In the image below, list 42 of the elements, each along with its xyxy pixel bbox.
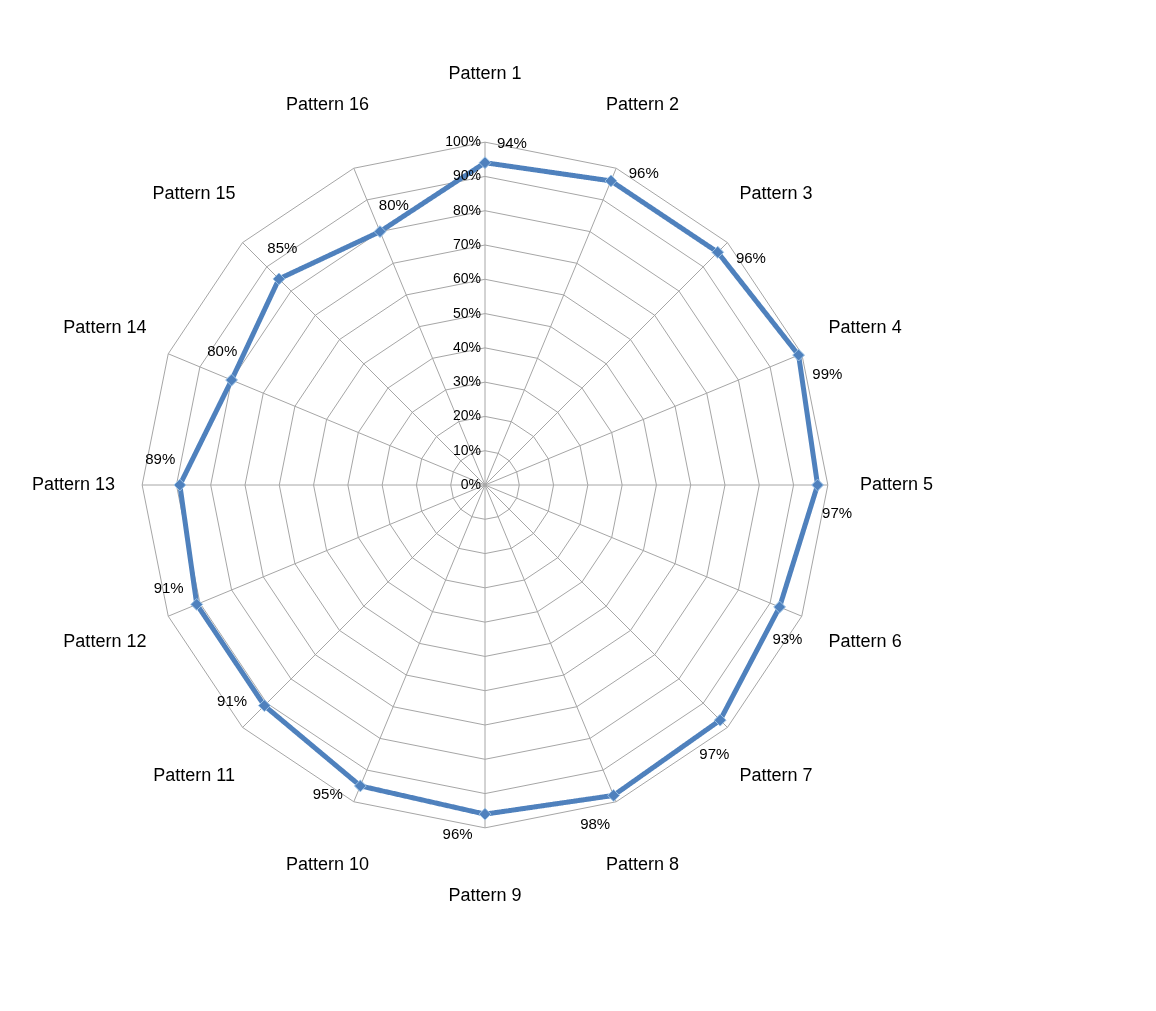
y-tick-label: 70% bbox=[452, 236, 481, 252]
data-label: 97% bbox=[699, 744, 730, 762]
y-tick-label: 60% bbox=[452, 270, 481, 287]
data-label: 94% bbox=[496, 134, 527, 152]
spoke-label: Pattern 5 bbox=[859, 474, 933, 494]
spoke-label: Pattern 12 bbox=[63, 631, 147, 652]
spoke-label: Pattern 16 bbox=[286, 93, 370, 114]
data-label: 80% bbox=[207, 342, 238, 360]
data-label: 96% bbox=[442, 824, 473, 842]
data-label: 99% bbox=[812, 364, 843, 382]
data-label: 98% bbox=[580, 815, 611, 833]
y-tick-label: 40% bbox=[452, 338, 481, 355]
spoke-label: Pattern 4 bbox=[828, 316, 902, 337]
data-label: 91% bbox=[153, 578, 184, 596]
spoke-label: Pattern 11 bbox=[153, 764, 235, 785]
y-tick-label: 10% bbox=[452, 441, 481, 458]
spoke-label: Pattern 1 bbox=[448, 62, 522, 83]
spoke-label: Pattern 7 bbox=[739, 764, 813, 785]
spoke-label: Pattern 8 bbox=[605, 854, 679, 875]
data-label: 93% bbox=[772, 630, 803, 648]
data-label: 80% bbox=[378, 195, 409, 213]
y-tick-label: 30% bbox=[452, 373, 481, 390]
spoke-label: Pattern 2 bbox=[605, 93, 679, 114]
data-label: 89% bbox=[145, 450, 176, 468]
y-tick-label: 0% bbox=[460, 476, 481, 492]
data-label: 91% bbox=[217, 691, 248, 709]
spoke-label: Pattern 10 bbox=[286, 854, 370, 875]
spoke-label: Pattern 13 bbox=[32, 474, 116, 494]
y-tick-label: 80% bbox=[452, 201, 481, 218]
spoke-label: Pattern 9 bbox=[448, 885, 522, 906]
y-tick-label: 100% bbox=[445, 133, 481, 150]
data-label: 96% bbox=[628, 164, 659, 182]
y-tick-label: 20% bbox=[452, 407, 481, 424]
y-tick-label: 50% bbox=[452, 304, 481, 321]
data-label: 95% bbox=[312, 784, 343, 802]
data-label: 96% bbox=[735, 248, 766, 266]
data-label: 85% bbox=[267, 238, 298, 256]
spoke-label: Pattern 15 bbox=[152, 183, 236, 204]
spoke-label: Pattern 14 bbox=[63, 316, 147, 337]
data-label: 97% bbox=[822, 503, 853, 521]
spoke-label: Pattern 3 bbox=[739, 183, 813, 204]
spoke-label: Pattern 6 bbox=[828, 631, 902, 652]
